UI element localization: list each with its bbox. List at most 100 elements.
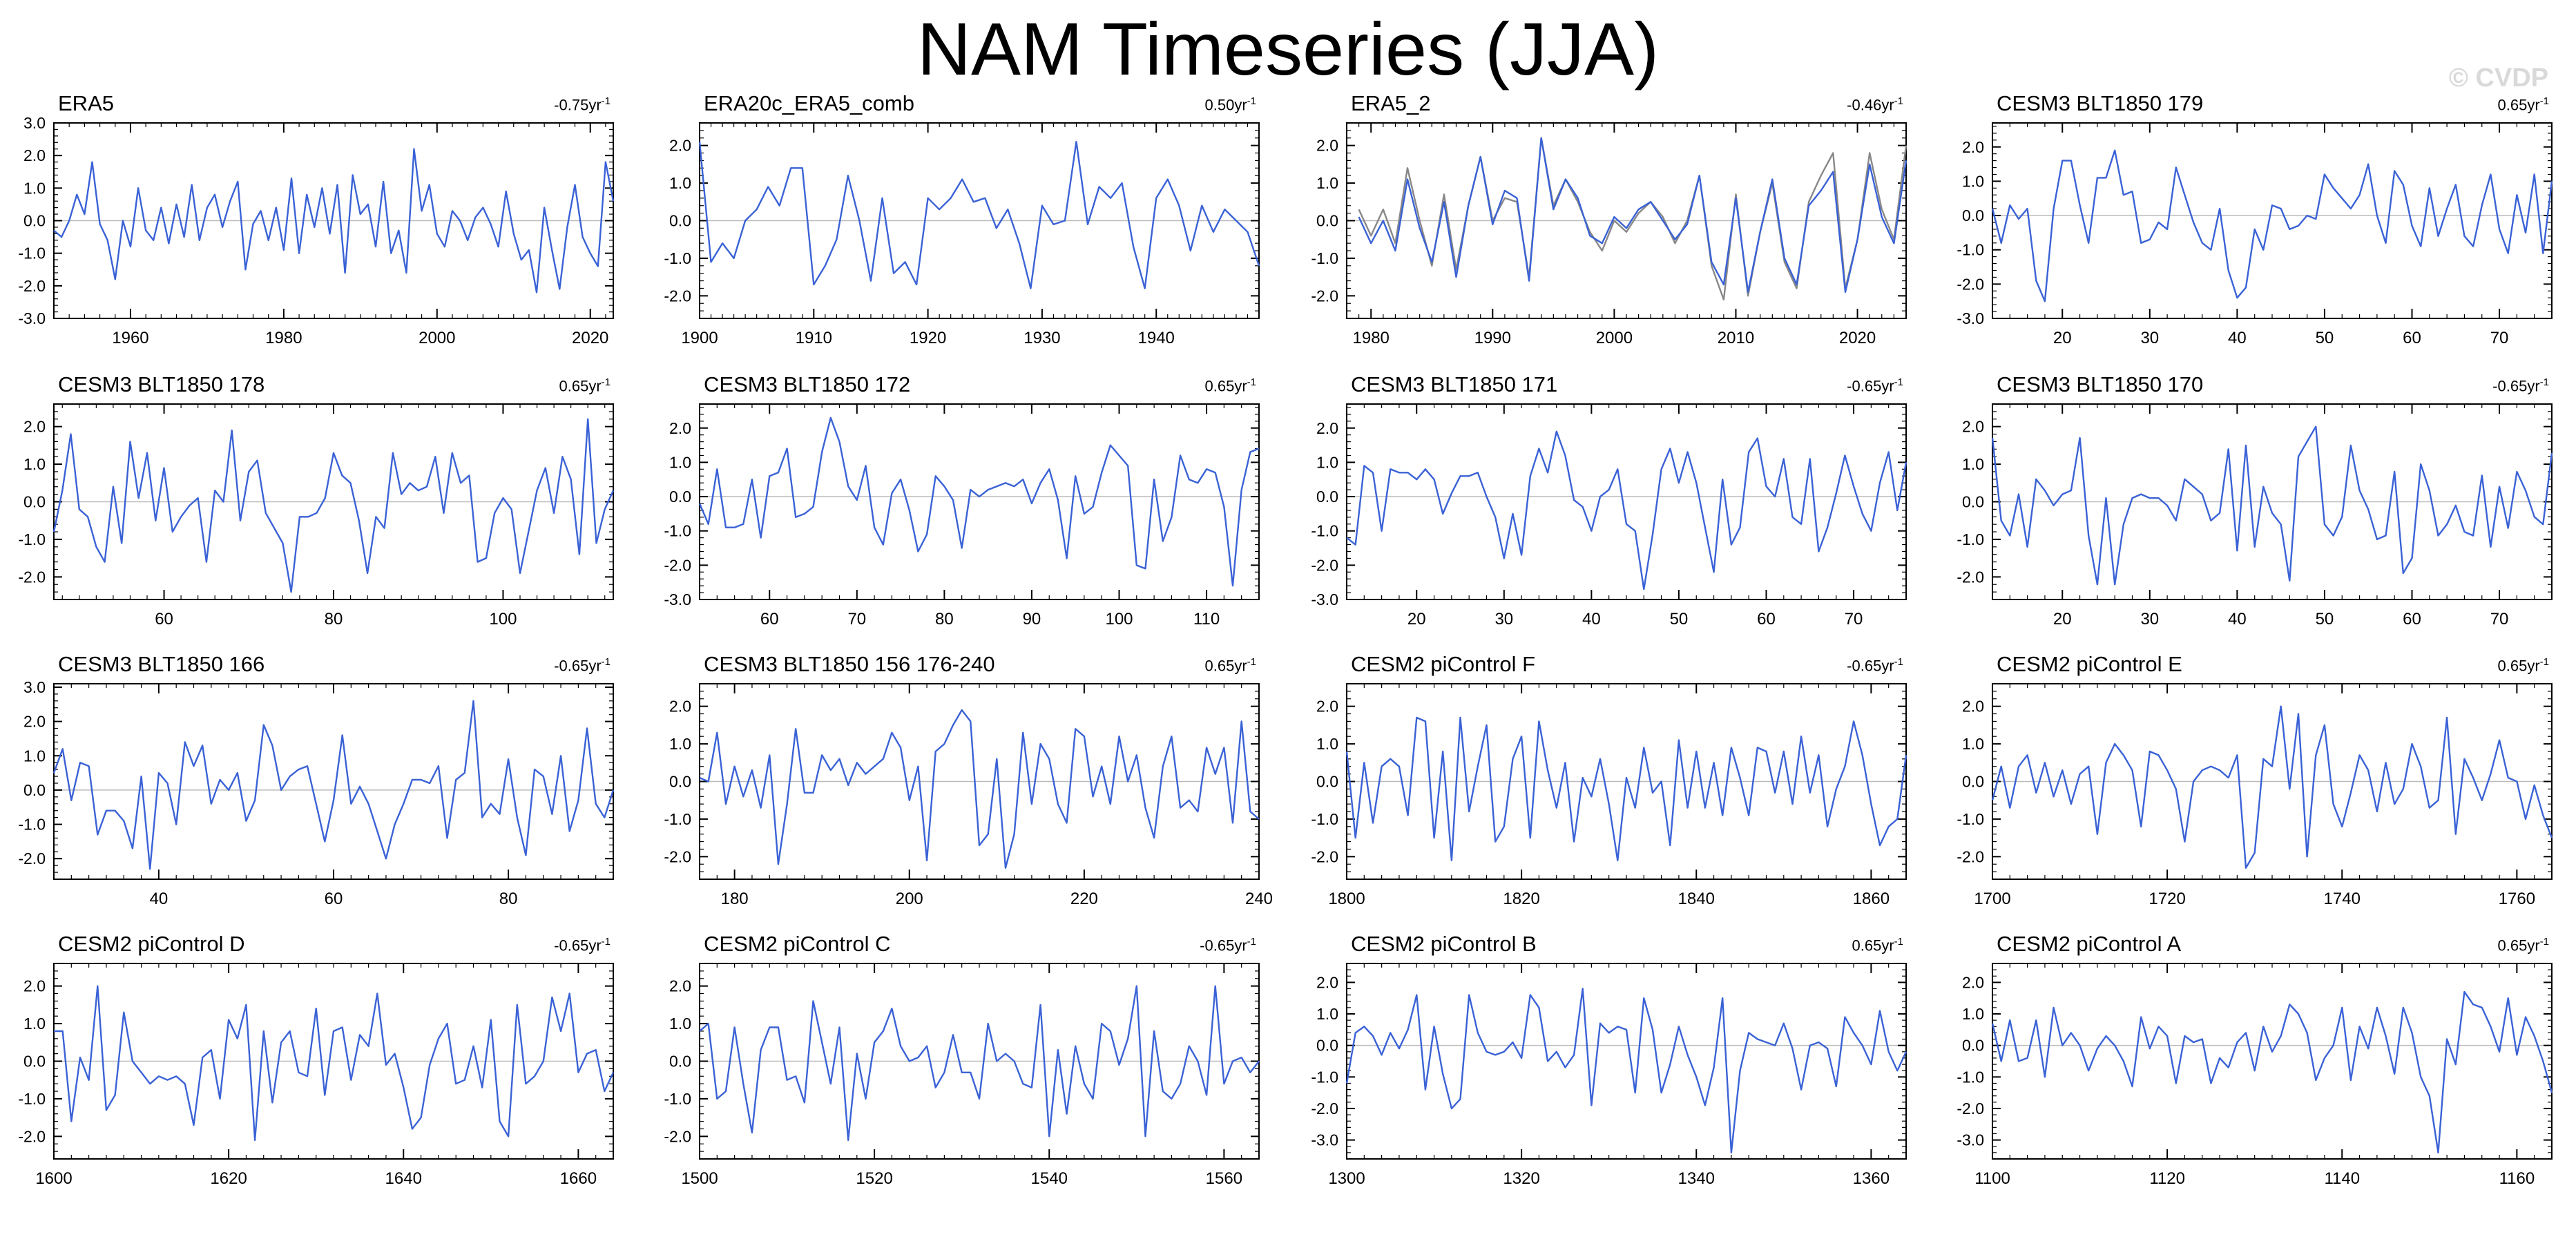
- x-tick-label: 1120: [2149, 1169, 2185, 1188]
- x-tick-label: 1900: [681, 329, 718, 347]
- y-tick-label: 0.0: [1316, 1037, 1338, 1055]
- trend-label: -0.46yr-1: [1847, 95, 1903, 114]
- trend-value: -0.46yr: [1847, 96, 1894, 114]
- x-tick-label: 1600: [35, 1169, 72, 1188]
- watermark: © CVDP: [2448, 64, 2548, 93]
- chart-plot: -2.0 -1.0 0.0 1.0 2.0 180 200 220 240: [664, 683, 1273, 908]
- trend-value: 0.65yr: [2497, 657, 2540, 675]
- trend-exponent: -1: [601, 656, 611, 668]
- y-tick-label: -1.0: [18, 1090, 46, 1108]
- y-tick-label: 2.0: [669, 137, 691, 155]
- y-tick-label: -2.0: [1957, 568, 1984, 586]
- x-tick-label: 1320: [1503, 1169, 1539, 1188]
- x-tick-label: 1940: [1138, 329, 1175, 347]
- trend-value: -0.65yr: [1847, 657, 1894, 675]
- x-tick-label: 1700: [1974, 890, 2010, 908]
- series-line: [53, 148, 615, 294]
- series-line: [52, 700, 615, 870]
- chart-panel: CESM3 BLT1850 172 0.65yr-1 -3.0 -2.0 -1.0 0.0…: [664, 372, 1260, 644]
- trend-exponent: -1: [601, 95, 611, 107]
- y-tick-label: 0.0: [669, 488, 691, 506]
- y-tick-label: 2.0: [669, 698, 691, 716]
- x-tick-label: 60: [760, 610, 779, 628]
- x-tick-label: 30: [1494, 610, 1513, 628]
- trend-value: -0.65yr: [1847, 377, 1894, 395]
- y-tick-label: -3.0: [1311, 591, 1338, 608]
- chart-panel: CESM3 BLT1850 156 176-240 0.65yr-1 -2.0 -1.…: [664, 652, 1273, 923]
- x-tick-label: 40: [150, 890, 169, 908]
- y-tick-label: 1.0: [669, 174, 691, 192]
- trend-label: 0.65yr-1: [2498, 656, 2550, 675]
- y-tick-label: 0.0: [1962, 207, 1984, 224]
- series-line: [1991, 990, 2553, 1154]
- chart-panel: ERA5_2 -0.46yr-1 -2.0 -1.0 0.0 1.0 2.0 1980 1990…: [1311, 91, 1907, 363]
- y-tick-label: -1.0: [664, 1090, 691, 1108]
- y-tick-label: 1.0: [1962, 1005, 1984, 1023]
- y-tick-label: 1.0: [1962, 455, 1984, 473]
- y-tick-label: -2.0: [1311, 847, 1338, 865]
- chart-plot: -2.0 -1.0 0.0 1.0 2.0 20 30 40 50 60 70: [1957, 403, 2553, 628]
- x-tick-label: 60: [155, 610, 173, 628]
- x-tick-label: 180: [721, 890, 749, 908]
- plot-frame: [53, 683, 614, 880]
- trend-value: 0.50yr: [1204, 96, 1247, 114]
- y-tick-label: 2.0: [23, 713, 46, 731]
- series-line: [698, 140, 1260, 289]
- x-tick-label: 110: [1193, 610, 1220, 628]
- trend-label: 0.65yr-1: [2498, 95, 2550, 114]
- chart-panel: CESM3 BLT1850 179 0.65yr-1 -3.0 -2.0 -1.0 0.0…: [1957, 91, 2553, 363]
- chart-title: ERA5_2: [1351, 91, 1431, 115]
- trend-exponent: -1: [1894, 376, 1903, 388]
- x-tick-label: 20: [2053, 329, 2072, 347]
- series-line: [1345, 988, 1907, 1154]
- x-tick-label: 50: [2316, 329, 2334, 347]
- x-tick-label: 1500: [681, 1169, 718, 1188]
- trend-value: 0.65yr: [1204, 657, 1247, 675]
- y-tick-label: 0.0: [23, 1053, 46, 1071]
- x-tick-label: 1660: [560, 1169, 597, 1188]
- chart-plot: -2.0 -1.0 0.0 1.0 2.0 1800 1820 1840 1860: [1311, 683, 1907, 908]
- y-tick-label: -1.0: [1311, 1068, 1338, 1086]
- chart-plot: -3.0 -2.0 -1.0 0.0 1.0 2.0 20 30 40 50 60 70: [1311, 403, 1907, 628]
- series-line: [54, 985, 615, 1141]
- x-tick-label: 240: [1245, 890, 1273, 908]
- trend-label: 0.65yr-1: [559, 376, 611, 395]
- y-tick-label: -3.0: [1957, 309, 1984, 327]
- chart-title: CESM2 piControl B: [1351, 932, 1537, 956]
- y-tick-label: -2.0: [1311, 1100, 1338, 1117]
- series-line: [699, 985, 1260, 1141]
- chart-plot: -2.0 -1.0 0.0 1.0 2.0 1980 1990 2000 2010 2020: [1311, 122, 1907, 347]
- y-tick-label: 2.0: [1962, 698, 1984, 716]
- x-tick-label: 100: [489, 610, 517, 628]
- chart-plot: -3.0 -2.0 -1.0 0.0 1.0 2.0 20 30 40 50 60 70: [1957, 122, 2553, 347]
- y-tick-label: -2.0: [664, 556, 691, 574]
- trend-value: 0.65yr: [1852, 937, 1894, 954]
- chart-title: CESM3 BLT1850 178: [58, 372, 265, 396]
- y-tick-label: 0.0: [1962, 773, 1984, 791]
- trend-exponent: -1: [1247, 95, 1256, 107]
- trend-value: -0.65yr: [554, 937, 602, 954]
- series-line: [699, 709, 1260, 869]
- x-tick-label: 2010: [1718, 329, 1754, 347]
- x-tick-label: 1920: [910, 329, 946, 347]
- y-tick-label: -2.0: [18, 568, 46, 586]
- y-tick-label: 1.0: [669, 1015, 691, 1033]
- y-tick-label: 2.0: [23, 977, 46, 995]
- chart-panel: ERA5 -0.75yr-1 -3.0 -2.0 -1.0 0.0 1.0 2.0 3.0 196…: [18, 91, 615, 363]
- plot-frame: [699, 403, 1260, 600]
- y-tick-label: 0.0: [23, 212, 46, 230]
- trend-value: -0.65yr: [554, 657, 602, 675]
- chart-title: ERA20c_ERA5_comb: [704, 91, 914, 115]
- x-tick-label: 1160: [2499, 1169, 2535, 1188]
- y-tick-label: 0.0: [1962, 1037, 1984, 1055]
- y-tick-label: -1.0: [18, 530, 46, 548]
- series-line: [52, 418, 615, 593]
- x-tick-label: 80: [499, 890, 518, 908]
- trend-value: -0.65yr: [2492, 377, 2540, 395]
- trend-exponent: -1: [1894, 936, 1903, 948]
- y-tick-label: 2.0: [23, 146, 46, 164]
- x-tick-label: 1760: [2499, 890, 2535, 908]
- x-tick-label: 1980: [265, 329, 302, 347]
- x-tick-label: 40: [2228, 610, 2247, 628]
- trend-value: 0.65yr: [2497, 937, 2540, 954]
